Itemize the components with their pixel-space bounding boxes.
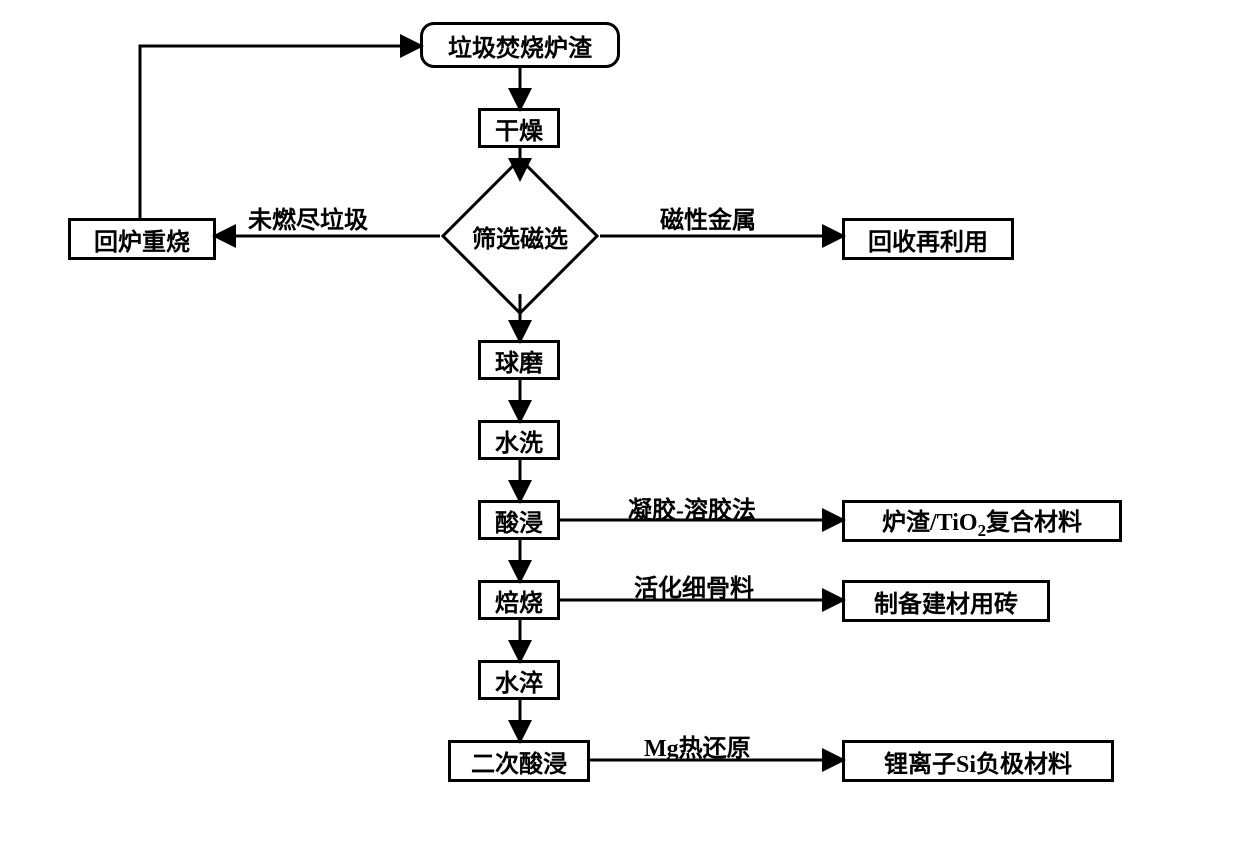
label-acid2: 二次酸浸 [471, 744, 567, 779]
node-brick: 制备建材用砖 [842, 580, 1050, 622]
edge-label-magnetic: 磁性金属 [660, 200, 756, 235]
label-dry: 干燥 [495, 111, 543, 146]
edge-label-solgel: 凝胶-溶胶法 [628, 490, 756, 525]
label-acid: 酸浸 [495, 503, 543, 538]
label-start: 垃圾焚烧炉渣 [448, 28, 592, 63]
node-tio2: 炉渣/TiO2复合材料 [842, 500, 1122, 542]
edge-label-mgreduce: Mg热还原 [644, 728, 751, 763]
label-tio2: 炉渣/TiO2复合材料 [882, 502, 1082, 541]
node-acid2: 二次酸浸 [448, 740, 590, 782]
node-quench: 水淬 [478, 660, 560, 700]
label-wash: 水洗 [495, 423, 543, 458]
edge-label-unburnt: 未燃尽垃圾 [248, 200, 368, 235]
edge-label-activate: 活化细骨料 [634, 568, 754, 603]
label-roast: 焙烧 [495, 583, 543, 618]
edges-svg [0, 0, 1240, 857]
node-dry: 干燥 [478, 108, 560, 148]
label-recycle: 回收再利用 [868, 222, 988, 257]
node-recycle: 回收再利用 [842, 218, 1014, 260]
label-ballmill: 球磨 [495, 343, 543, 378]
node-ballmill: 球磨 [478, 340, 560, 380]
label-lianode: 锂离子Si负极材料 [884, 744, 1072, 779]
label-brick: 制备建材用砖 [874, 584, 1018, 619]
node-roast: 焙烧 [478, 580, 560, 620]
label-screen: 筛选磁选 [420, 220, 620, 252]
node-wash: 水洗 [478, 420, 560, 460]
node-acid: 酸浸 [478, 500, 560, 540]
edge-reburn-start [140, 46, 420, 218]
node-reburn: 回炉重烧 [68, 218, 216, 260]
label-quench: 水淬 [495, 663, 543, 698]
node-start: 垃圾焚烧炉渣 [420, 22, 620, 68]
node-lianode: 锂离子Si负极材料 [842, 740, 1114, 782]
label-reburn: 回炉重烧 [94, 222, 190, 257]
